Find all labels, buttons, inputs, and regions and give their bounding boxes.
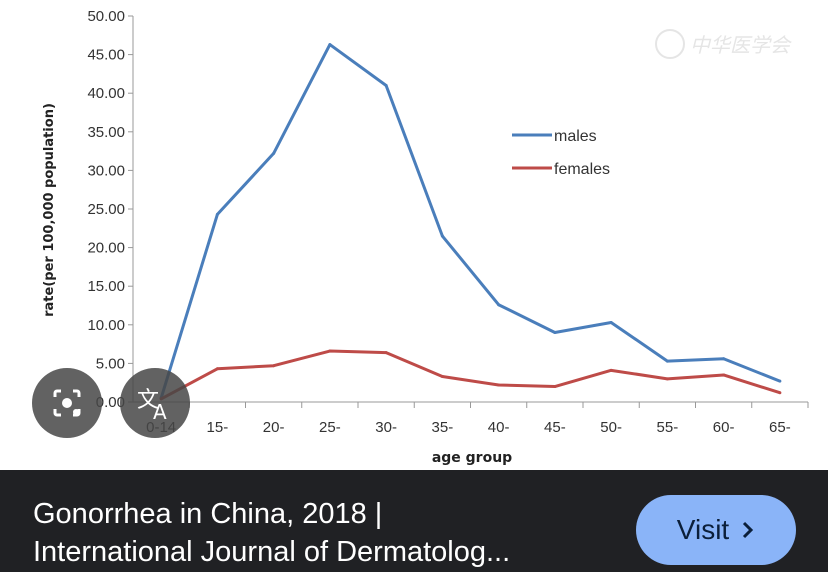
x-axis-label: age group (432, 450, 512, 466)
data-point-males (722, 357, 726, 361)
y-tick-label: 5.00 (96, 355, 125, 372)
data-point-females (722, 373, 726, 377)
data-point-males (497, 303, 501, 307)
x-tick-label: 50- (600, 419, 622, 436)
series-lines (159, 43, 782, 401)
y-axis: 0.00 5.00 10.00 15.00 20.00 25.00 30.00 35.00 40… (87, 8, 134, 411)
y-tick-label: 25.00 (87, 201, 125, 218)
x-tick-label: 35- (432, 419, 454, 436)
visit-label: Visit (676, 514, 730, 545)
legend-label-females: females (554, 161, 610, 178)
data-point-females (272, 364, 276, 368)
data-point-males (215, 212, 219, 216)
data-point-males (778, 379, 782, 383)
x-tick-label: 60- (713, 419, 735, 436)
result-title-line1[interactable]: Gonorrhea in China, 2018 | (33, 498, 383, 530)
x-tick-label: 65- (769, 419, 791, 436)
y-axis-label: rate(per 100,000 population) (42, 103, 57, 317)
data-point-females (328, 349, 332, 353)
translate-icon: 文 A (137, 388, 167, 423)
camera-lens-icon (53, 389, 81, 417)
legend-label-males: males (554, 128, 597, 145)
data-point-females (553, 385, 557, 389)
svg-text:文: 文 (137, 388, 159, 413)
y-tick-label: 40.00 (87, 85, 125, 102)
data-point-females (384, 351, 388, 355)
x-tick-label: 30- (375, 419, 397, 436)
visit-button[interactable]: Visit (636, 495, 796, 565)
data-point-males (328, 43, 332, 47)
data-point-males (272, 151, 276, 155)
chevron-right-icon (743, 521, 754, 539)
y-tick-label: 20.00 (87, 240, 125, 257)
series-line-males (159, 43, 781, 399)
legend: males females (512, 128, 610, 178)
x-tick-label: 45- (544, 419, 566, 436)
data-point-males (609, 320, 613, 324)
x-tick-label: 40- (488, 419, 510, 436)
y-tick-label: 50.00 (87, 8, 125, 25)
watermark-logo: 中华医学会 (655, 29, 792, 59)
x-tick-label: 15- (207, 419, 229, 436)
translate-button[interactable]: 文 A (120, 368, 190, 438)
data-point-females (497, 383, 501, 387)
series-line-females (160, 349, 781, 401)
y-tick-label: 0.00 (96, 394, 125, 411)
y-tick-label: 10.00 (87, 317, 125, 334)
y-tick-label: 45.00 (87, 47, 125, 64)
data-point-males (440, 234, 444, 238)
data-point-females (778, 391, 782, 395)
data-point-females (215, 367, 219, 371)
svg-text:A: A (153, 400, 167, 423)
data-point-females (665, 377, 669, 381)
data-point-males (384, 83, 388, 87)
x-tick-label: 20- (263, 419, 285, 436)
data-point-males (665, 359, 669, 363)
data-point-females (609, 368, 613, 372)
svg-text:中华医学会: 中华医学会 (690, 33, 792, 57)
result-title-line2[interactable]: International Journal of Dermatolog... (33, 536, 511, 568)
x-tick-label: 55- (657, 419, 679, 436)
y-tick-label: 30.00 (87, 162, 125, 179)
lens-search-button[interactable] (32, 368, 102, 438)
line-chart: 0.00 5.00 10.00 15.00 20.00 25.00 30.00 35.00 40… (42, 8, 809, 466)
data-point-females (440, 375, 444, 379)
x-tick-label: 25- (319, 419, 341, 436)
y-tick-label: 15.00 (87, 278, 125, 295)
data-point-males (553, 331, 557, 335)
x-axis: 0-1415-20-25-30-35-40-45-50-55-60-65- (133, 401, 809, 436)
result-bar: Gonorrhea in China, 2018 | International… (0, 470, 828, 572)
y-tick-label: 35.00 (87, 124, 125, 141)
